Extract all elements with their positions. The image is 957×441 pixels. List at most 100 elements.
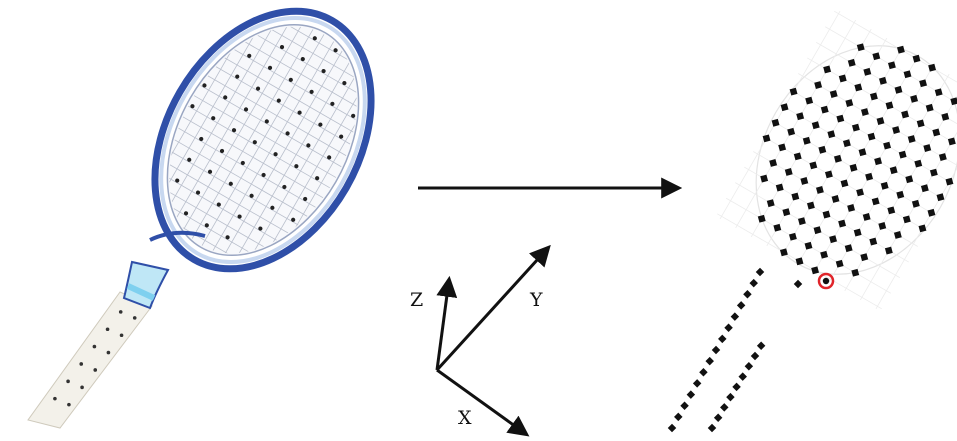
string-marker (303, 196, 308, 202)
model-marker (929, 168, 938, 177)
model-marker (757, 214, 766, 223)
model-marker (876, 117, 885, 125)
string-marker (249, 193, 254, 198)
tennis-racket-photo (27, 0, 396, 429)
string-marker (264, 119, 269, 124)
model-marker (813, 226, 822, 235)
model-marker (878, 76, 887, 85)
string-marker (297, 110, 302, 115)
model-marker (829, 235, 838, 244)
model-marker (788, 232, 797, 241)
model-marker (920, 184, 929, 193)
model-marker (829, 90, 838, 98)
model-marker (854, 83, 863, 92)
model-marker (938, 153, 947, 161)
handle-marker (736, 301, 746, 310)
handle-marker (707, 423, 717, 433)
model-marker (847, 204, 856, 212)
model-marker (836, 114, 845, 123)
string-marker (321, 68, 326, 74)
handle-marker (699, 368, 708, 377)
string-marker (267, 65, 273, 70)
model-marker (927, 208, 936, 217)
model-marker (878, 222, 887, 230)
model-marker (914, 159, 923, 168)
string-marker (276, 98, 281, 103)
string-marker (216, 202, 221, 207)
handle-marker (793, 279, 803, 289)
model-marker (791, 192, 800, 201)
model-marker (872, 52, 881, 61)
handle-marker (713, 413, 723, 422)
model-marker (893, 231, 902, 239)
string-marker (285, 131, 290, 136)
grip-marker (118, 310, 123, 314)
model-marker (856, 43, 865, 52)
string-marker (187, 157, 192, 162)
string-marker (255, 86, 261, 91)
string-marker (204, 223, 209, 228)
model-marker (901, 110, 910, 119)
grip-marker (79, 362, 84, 366)
model-marker (838, 219, 847, 228)
model-marker (815, 186, 824, 194)
model-marker (853, 228, 862, 237)
string-marker (223, 95, 228, 100)
model-marker (880, 181, 889, 190)
model-marker (804, 241, 813, 250)
string-marker (228, 181, 233, 186)
model-marker (796, 112, 805, 121)
model-marker (862, 213, 871, 221)
model-marker (797, 217, 806, 226)
string-marker (240, 160, 245, 166)
string-marker (339, 134, 344, 139)
string-marker (309, 89, 314, 94)
handle-marker (749, 278, 758, 288)
model-marker (867, 132, 876, 141)
string-marker (327, 155, 332, 160)
model-marker (762, 134, 771, 143)
grip-marker (105, 327, 110, 332)
model-marker (911, 199, 920, 208)
model-marker (789, 87, 798, 96)
model-marker (851, 268, 860, 277)
handle-marker (750, 351, 760, 361)
model-marker (860, 108, 869, 116)
model-marker (865, 172, 874, 181)
handle-marker (674, 412, 683, 422)
z-axis-label: Z (410, 289, 423, 311)
coordinate-frame: Z Y X (410, 244, 551, 437)
string-marker (300, 56, 305, 62)
handle-marker (744, 362, 754, 371)
racket-grip (27, 291, 153, 429)
model-marker (903, 70, 912, 79)
model-marker (814, 81, 823, 89)
model-marker (806, 201, 815, 210)
model-marker (918, 224, 927, 233)
model-marker (822, 210, 831, 219)
model-marker (775, 183, 784, 192)
string-marker (330, 101, 335, 106)
model-marker (818, 145, 827, 154)
x-axis-label: X (458, 407, 472, 429)
string-marker (237, 214, 242, 219)
handle-marker (705, 356, 714, 366)
model-marker (936, 193, 945, 202)
handle-marker (680, 401, 689, 410)
marker-point-model (667, 10, 957, 433)
string-marker (211, 116, 216, 121)
model-marker (856, 188, 865, 197)
grip-marker (92, 344, 97, 349)
x-axis (436, 368, 530, 437)
model-marker (784, 168, 793, 176)
model-marker (766, 199, 775, 208)
model-marker (769, 159, 778, 167)
model-marker (905, 175, 914, 184)
z-axis (435, 275, 458, 371)
model-marker (778, 143, 787, 152)
handle-marker (726, 392, 735, 402)
y-axis (435, 244, 551, 372)
handle-marker (732, 382, 741, 392)
model-marker (795, 257, 804, 266)
